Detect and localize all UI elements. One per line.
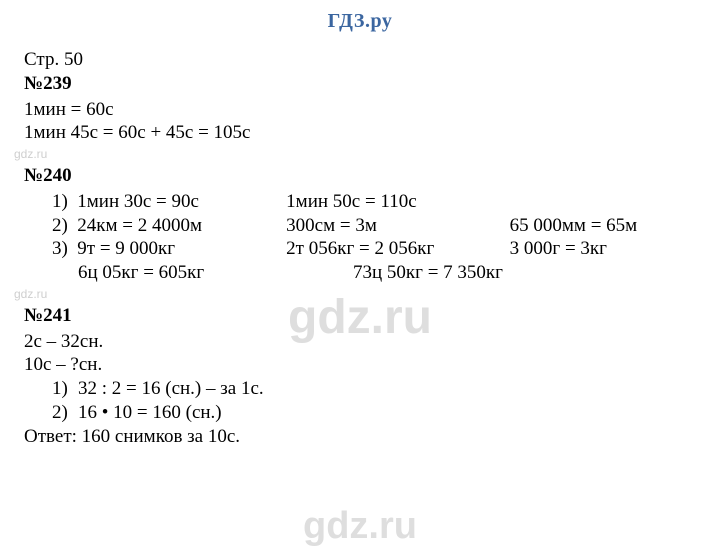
cell: 3 000г = 3кг	[510, 237, 704, 261]
table-row: 3) 9т = 9 000кг 2т 056кг = 2 056кг 3 000…	[52, 237, 704, 261]
exercise-239: №239 1мин = 60с 1мин 45с = 60с + 45с = 1…	[24, 72, 704, 145]
watermark-small: gdz.ru	[14, 287, 704, 302]
line: 1мин 45с = 60с + 45с = 105с	[24, 121, 704, 145]
page-label: Стр. 50	[24, 48, 704, 72]
cell: 16 • 10 = 160 (сн.)	[78, 401, 222, 425]
cell: 9т = 9 000кг	[77, 237, 286, 261]
table-row: 1) 1мин 30с = 90с 1мин 50с = 110с	[52, 190, 704, 214]
row-num: 2)	[52, 214, 77, 238]
step-row: 1) 32 : 2 = 16 (сн.) – за 1с.	[52, 377, 704, 401]
answer-line: Ответ: 160 снимков за 10с.	[24, 425, 704, 449]
cell: 73ц 50кг = 7 350кг	[293, 261, 503, 285]
watermark-small: gdz.ru	[14, 147, 704, 162]
row-num: 1)	[52, 377, 78, 401]
row-num	[52, 261, 78, 285]
cell: 24км = 2 4000м	[77, 214, 286, 238]
page-label-block: Стр. 50	[24, 48, 704, 72]
line: 2с – 32сн.	[24, 330, 704, 354]
step-row: 2) 16 • 10 = 160 (сн.)	[52, 401, 704, 425]
line: 10с – ?сн.	[24, 353, 704, 377]
exercise-number: №240	[24, 164, 704, 188]
row-num: 2)	[52, 401, 78, 425]
table-row: 2) 24км = 2 4000м 300см = 3м 65 000мм = …	[52, 214, 704, 238]
cell: 2т 056кг = 2 056кг	[286, 237, 509, 261]
row-num: 1)	[52, 190, 77, 214]
cell: 300см = 3м	[286, 214, 509, 238]
table-row: 6ц 05кг = 605кг 73ц 50кг = 7 350кг	[52, 261, 704, 285]
site-brand: ГДЗ.ру	[0, 0, 720, 33]
cell	[510, 190, 704, 214]
cell: 1мин 50с = 110с	[286, 190, 509, 214]
exercise-241: №241 2с – 32сн. 10с – ?сн. 1) 32 : 2 = 1…	[24, 304, 704, 449]
row-num: 3)	[52, 237, 77, 261]
exercise-240: №240 1) 1мин 30с = 90с 1мин 50с = 110с 2…	[24, 164, 704, 285]
cell: 65 000мм = 65м	[510, 214, 704, 238]
cell: 1мин 30с = 90с	[77, 190, 286, 214]
cell: 32 : 2 = 16 (сн.) – за 1с.	[78, 377, 264, 401]
exercise-number: №239	[24, 72, 704, 96]
watermark-bottom: gdz.ru	[0, 505, 720, 548]
cell: 6ц 05кг = 605кг	[78, 261, 293, 285]
line: 1мин = 60с	[24, 98, 704, 122]
exercise-number: №241	[24, 304, 704, 328]
